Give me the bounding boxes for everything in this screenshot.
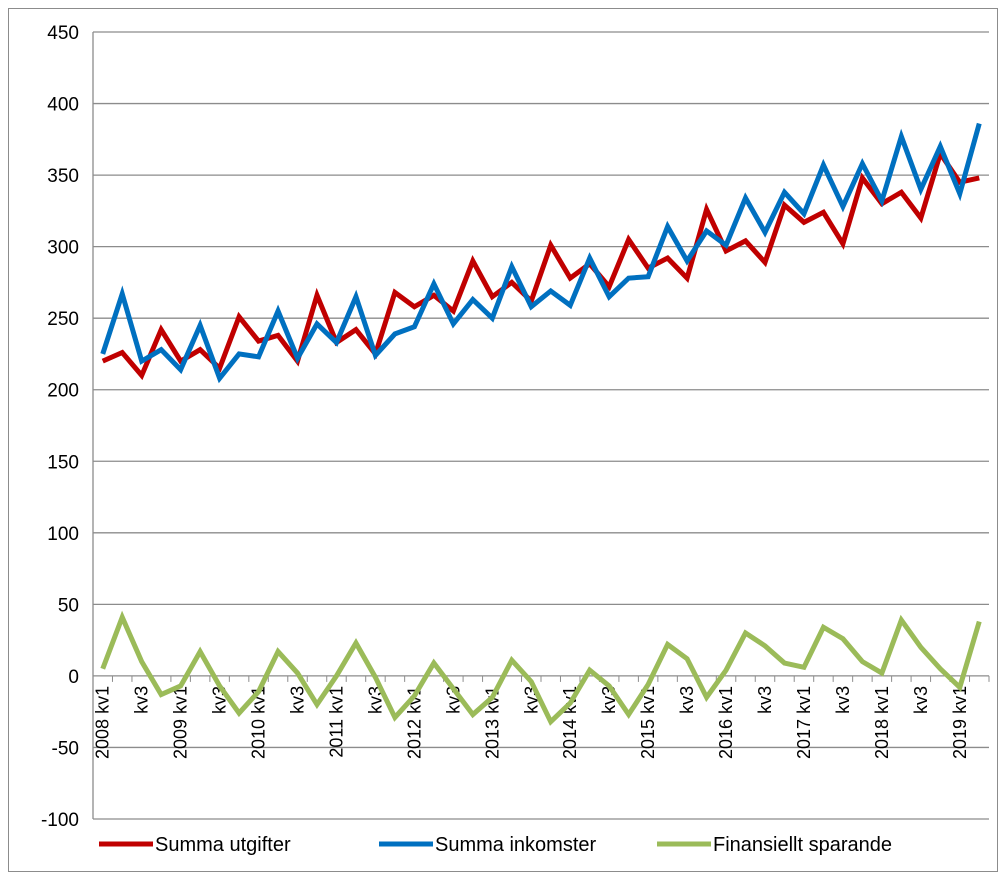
y-tick-label: -100 [41, 810, 79, 831]
series-line-1 [100, 122, 982, 384]
x-tick-label: 2016 kv1 [716, 686, 736, 759]
x-tick-label: kv3 [833, 686, 853, 714]
x-tick-label: kv3 [755, 686, 775, 714]
x-tick-label: kv3 [911, 686, 931, 714]
chart-frame: -100 -50 0 50 100 150 200 250 300 350 400 450 2008 … [8, 8, 998, 872]
y-tick-label: -50 [52, 738, 79, 759]
x-tick-label: 2019 kv1 [950, 686, 970, 759]
y-tick-label: 400 [47, 95, 79, 116]
x-tick-label: 2018 kv1 [872, 686, 892, 759]
series-line-0 [101, 147, 980, 381]
y-tick-label: 50 [58, 595, 79, 616]
series-lines [100, 122, 982, 726]
x-axis: 2008 kv1 kv3 2009 kv1 kv3 2010 kv1 kv3 2011 kv… [92, 675, 990, 759]
y-tick-label: 250 [47, 309, 79, 330]
x-tick-label: 2010 kv1 [249, 686, 269, 759]
line-chart: -100 -50 0 50 100 150 200 250 300 350 400 450 2008 … [41, 23, 990, 856]
y-tick-label: 350 [47, 166, 79, 187]
y-tick-label: 450 [47, 23, 79, 44]
x-tick-label: 2011 kv1 [326, 686, 346, 758]
gridlines [93, 31, 989, 820]
x-tick-label: 2015 kv1 [638, 686, 658, 759]
x-tick-label: kv3 [677, 686, 697, 714]
y-tick-label: 0 [68, 667, 79, 688]
x-tick-label: 2008 kv1 [93, 686, 113, 759]
x-tick-label: kv3 [288, 686, 308, 714]
x-tick-label: 2017 kv1 [794, 686, 814, 759]
y-tick-label: 200 [47, 381, 79, 402]
x-tick-label: kv3 [132, 686, 152, 714]
legend-label: Summa inkomster [435, 834, 596, 856]
x-tick-label: 2009 kv1 [171, 686, 191, 759]
y-tick-label: 100 [47, 524, 79, 545]
y-axis: -100 -50 0 50 100 150 200 250 300 350 400 450 [41, 23, 94, 831]
x-tick-label: 2014 kv1 [560, 686, 580, 759]
legend-label: Finansiellt sparande [713, 834, 892, 856]
series-line-2 [100, 610, 982, 726]
y-tick-label: 300 [47, 238, 79, 259]
legend-label: Summa utgifter [155, 834, 291, 856]
legend: Summa utgifter Summa inkomster Finansiellt… [99, 834, 892, 856]
y-tick-label: 150 [47, 452, 79, 473]
